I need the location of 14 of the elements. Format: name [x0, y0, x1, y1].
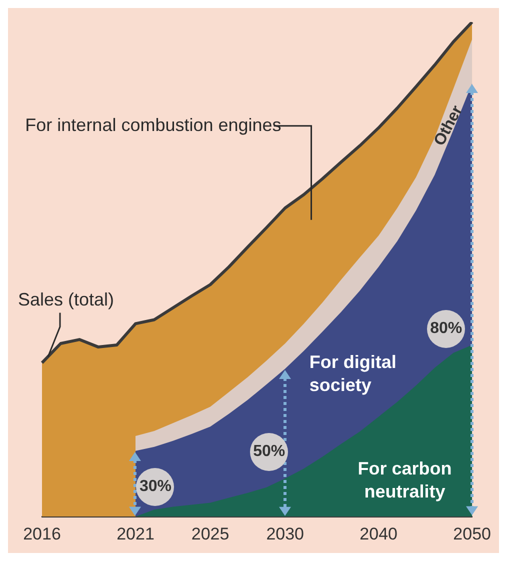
- annotation: 30%: [139, 478, 172, 496]
- annotation: 80%: [430, 320, 462, 338]
- x-tick-label: 2025: [191, 524, 230, 544]
- series-label: For carbon neutrality: [358, 458, 452, 502]
- annotation: Sales (total): [18, 290, 114, 310]
- x-tick-label: 2050: [453, 524, 492, 544]
- text: For internal combustion engines: [25, 114, 282, 135]
- series-label: For digital society: [309, 352, 396, 396]
- annotation: 50%: [253, 443, 286, 462]
- x-tick-label: 2021: [116, 524, 154, 544]
- series-label: Other: [431, 103, 466, 149]
- x-tick-label: 2040: [360, 524, 398, 544]
- x-tick-label: 2016: [23, 524, 61, 544]
- x-tick-label: 2030: [266, 524, 304, 544]
